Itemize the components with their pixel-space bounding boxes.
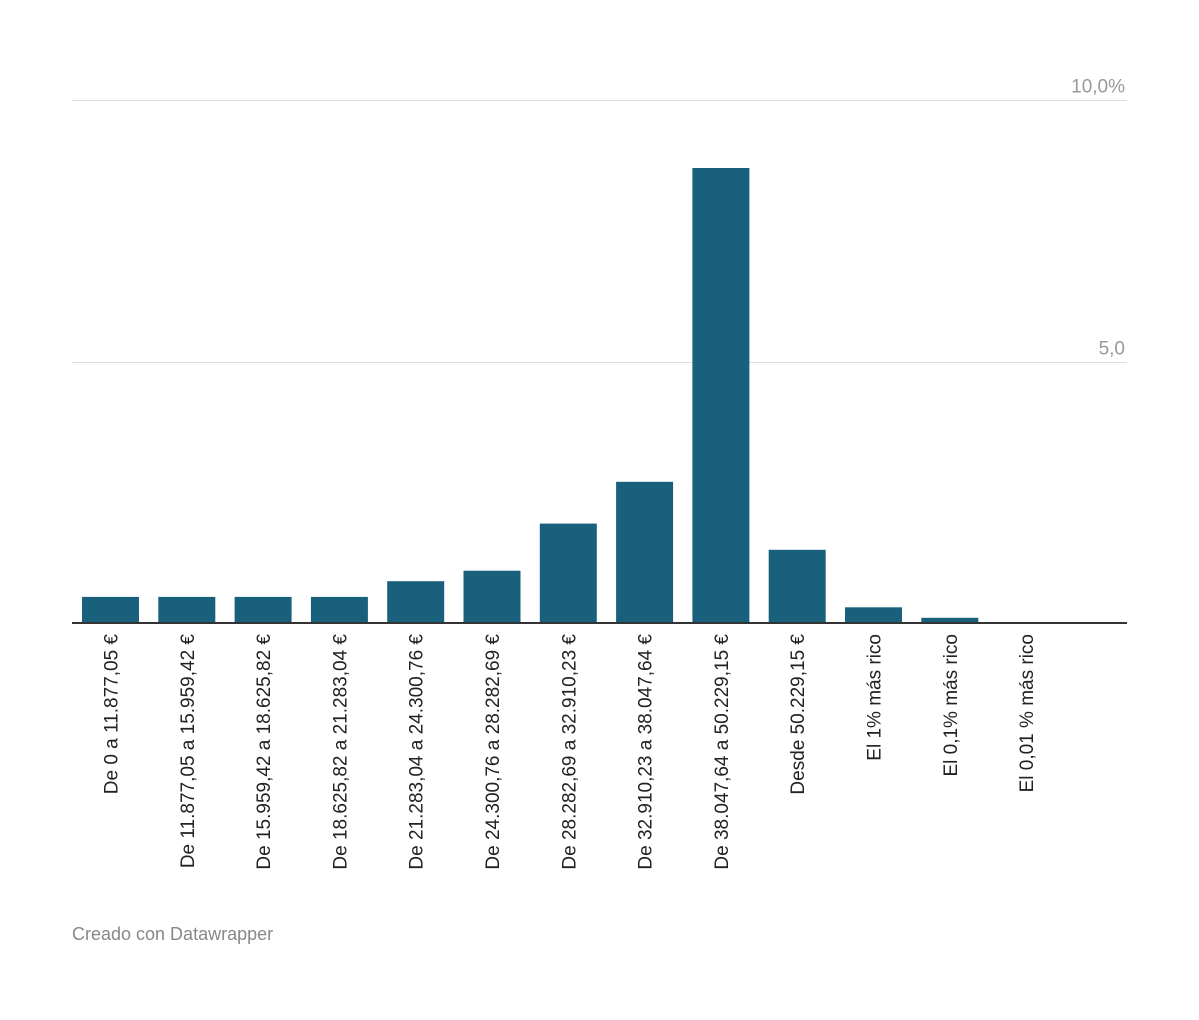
x-tick-label: Desde 50.229,15 € (788, 634, 809, 795)
bar (768, 549, 826, 623)
credit-text: Creado con Datawrapper (72, 924, 274, 944)
bar (158, 596, 216, 623)
x-tick-label: De 28.282,69 a 32.910,23 € (559, 634, 580, 870)
x-tick-label: De 32.910,23 a 38.047,64 € (636, 634, 657, 870)
x-tick-label: De 18.625,82 a 21.283,04 € (330, 634, 351, 870)
bar (921, 617, 979, 623)
x-tick-label: De 24.300,76 a 28.282,69 € (483, 634, 504, 870)
y-tick-label: 5,0 (1099, 339, 1125, 360)
x-tick-label: De 21.283,04 a 24.300,76 € (407, 634, 428, 870)
x-tick-label: De 38.047,64 a 50.229,15 € (712, 634, 733, 870)
x-tick-label: El 0,1% más rico (941, 634, 962, 777)
x-tick-label: De 0 a 11.877,05 € (102, 634, 123, 795)
x-tick-label: De 15.959,42 a 18.625,82 € (254, 634, 275, 870)
x-tick-label: El 0,01 % más rico (1017, 634, 1038, 792)
bar (616, 481, 674, 623)
bar (310, 596, 368, 623)
x-tick-label: El 1% más rico (865, 634, 886, 761)
bar (463, 570, 521, 623)
bar (845, 607, 902, 623)
bar (539, 523, 597, 623)
bar (82, 596, 139, 623)
y-tick-label: 10,0% (1071, 77, 1125, 98)
bar (692, 168, 750, 623)
x-tick-label: De 11.877,05 a 15.959,42 € (178, 634, 199, 869)
bar (234, 596, 292, 623)
bar (387, 581, 445, 623)
